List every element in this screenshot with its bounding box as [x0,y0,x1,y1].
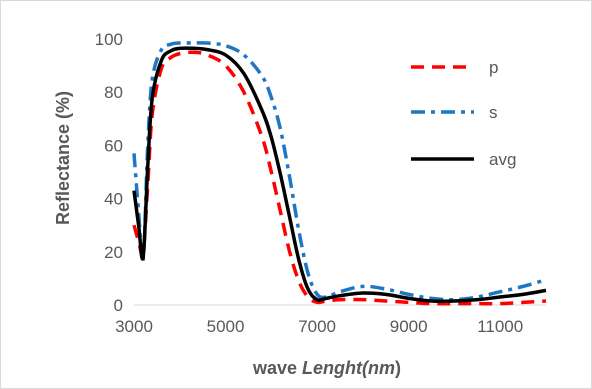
series-line-avg [132,46,547,304]
y-tick-label: 20 [104,243,123,262]
legend-label-s: s [489,103,498,122]
x-axis-title-part: wave [252,358,302,378]
y-tick-label: 80 [104,83,123,102]
y-tick-label: 0 [114,296,123,315]
y-tick-label: 60 [104,136,123,155]
x-axis-title-part: ) [395,358,401,378]
x-tick-label: 5000 [207,317,245,336]
x-axis-title-part: Lenght(nm [302,358,395,378]
x-tick-label: 3000 [115,317,153,336]
legend: p s avg [411,58,516,169]
y-axis-title: Reflectance (%) [53,91,73,225]
series-layer [132,41,547,306]
axes-layer: 0 20 40 60 80 100 3000 5000 7000 9000 11000 [95,30,546,336]
series-line-p [132,50,547,306]
y-tick-label: 40 [104,190,123,209]
y-tick-label: 100 [95,30,123,49]
legend-label-avg: avg [489,150,516,169]
x-axis-title: wave Lenght(nm) [252,358,401,378]
series-line-s [132,41,547,302]
legend-label-p: p [489,58,498,77]
x-tick-label: 9000 [390,317,428,336]
x-tick-label: 7000 [298,317,336,336]
x-tick-label: 11000 [477,317,523,336]
